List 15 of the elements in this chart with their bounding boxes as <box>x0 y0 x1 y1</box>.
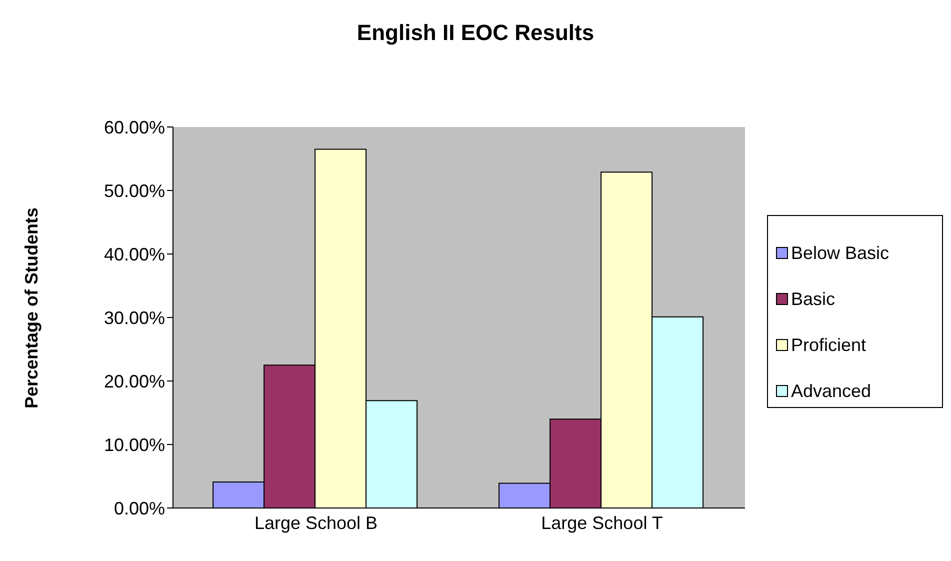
y-tick-label: 10.00% <box>104 434 165 455</box>
x-tick-label: Large School T <box>541 512 663 533</box>
legend-label: Below Basic <box>791 242 890 264</box>
legend-label: Advanced <box>791 380 872 402</box>
y-tick-label: 60.00% <box>104 117 165 138</box>
y-tick-label: 30.00% <box>104 308 165 328</box>
legend-label: Proficient <box>791 334 866 356</box>
y-axis-title: Percentage of Students <box>22 207 42 409</box>
y-tick-label: 20.00% <box>104 371 165 392</box>
y-tick-label: 40.00% <box>104 244 165 264</box>
y-tick-label: 0.00% <box>114 498 165 518</box>
x-tick-label: Large School B <box>254 512 378 533</box>
chart-title: English II EOC Results <box>356 20 596 46</box>
legend-label: Basic <box>791 288 836 310</box>
y-tick-label: 50.00% <box>104 180 165 201</box>
